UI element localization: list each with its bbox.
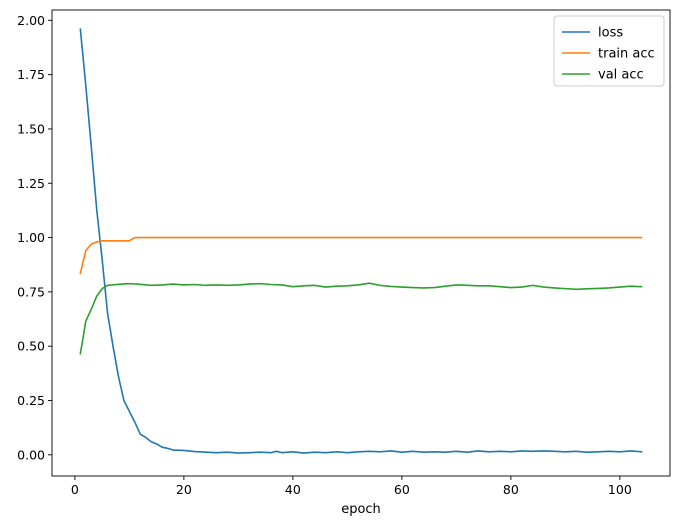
y-tick-label: 0.00 [17,447,45,462]
legend-label: train acc [598,47,655,62]
axes: 0 20 40 60 80 100 0.00 0.25 0.50 0.75 1.00 1.25 1.50… [17,9,671,497]
x-tick-label: 80 [503,482,519,497]
axes-frame [51,9,671,477]
y-tick-label: 0.75 [17,284,45,299]
legend-label: loss [598,26,623,41]
y-tick-label: 0.25 [17,393,45,408]
x-axis-label: epoch [341,502,381,517]
x-tick-label: 100 [608,482,632,497]
y-tick-label: 1.75 [17,67,45,82]
series-line-val-acc [79,282,643,355]
legend-label: val acc [598,68,644,83]
legend: loss train acc val acc [553,15,665,87]
y-tick-label: 1.25 [17,176,45,191]
y-tick-label: 1.50 [17,121,45,136]
legend-box [553,15,665,87]
y-tick-label: 2.00 [17,13,45,28]
x-tick-label: 20 [176,482,192,497]
x-tick-label: 60 [394,482,410,497]
y-tick-label: 0.50 [17,339,45,354]
series-line-train-acc [79,236,643,275]
series-line-loss [79,28,643,454]
y-tick-label: 1.00 [17,230,45,245]
x-tick-label: 40 [285,482,301,497]
x-tick-label: 0 [71,482,79,497]
plot-area [79,28,643,454]
